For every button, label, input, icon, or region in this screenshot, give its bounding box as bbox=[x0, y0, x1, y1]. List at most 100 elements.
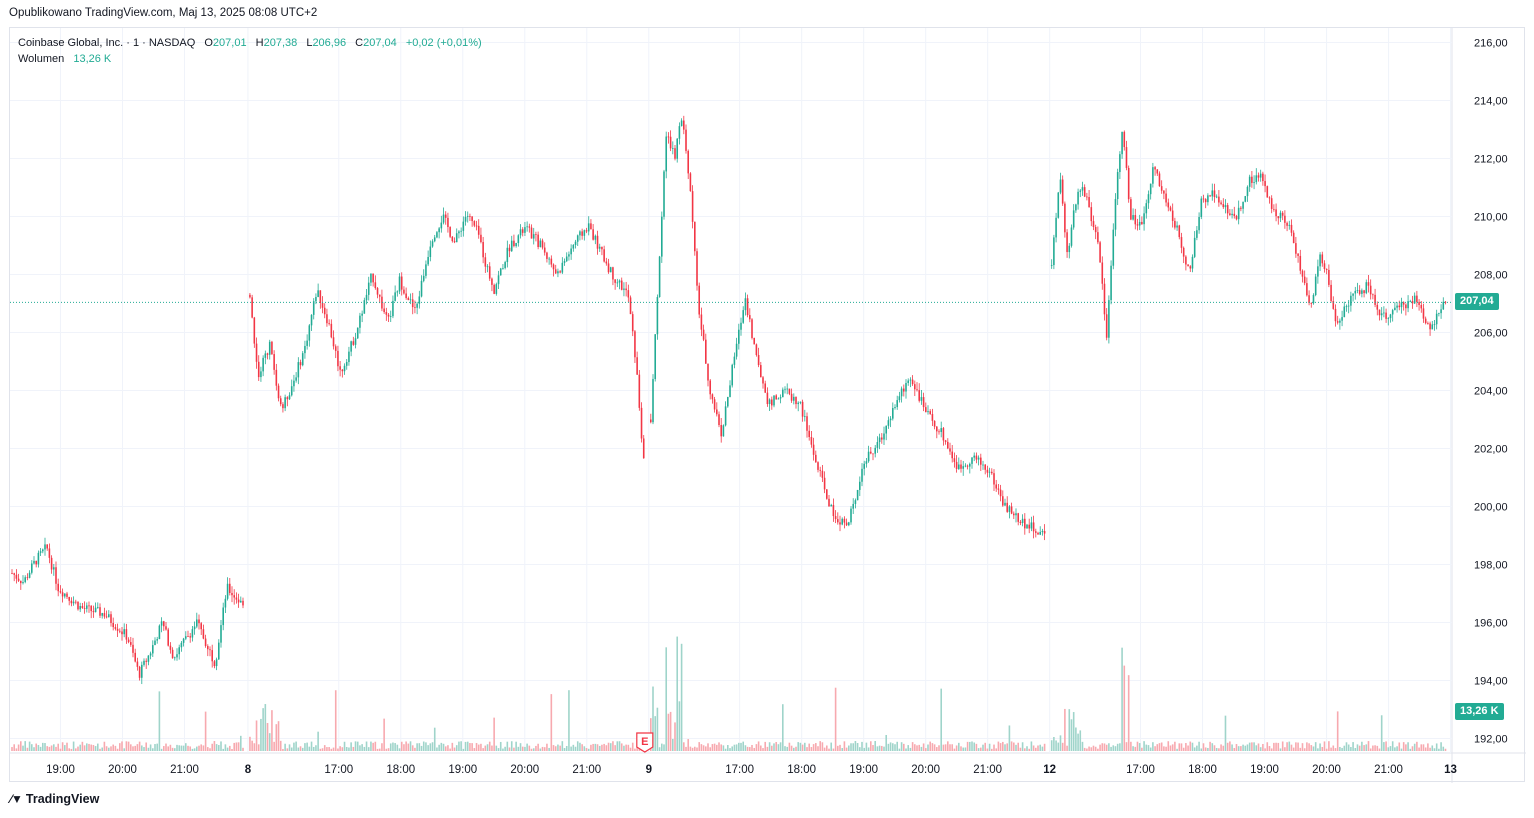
candle-body bbox=[17, 578, 20, 581]
volume-bar bbox=[1424, 747, 1427, 751]
candle-body bbox=[565, 256, 568, 262]
volume-bar bbox=[288, 744, 291, 751]
candle-body bbox=[266, 353, 269, 355]
x-tick-label: 18:00 bbox=[386, 764, 415, 776]
candle-body bbox=[1413, 295, 1416, 304]
volume-bar bbox=[180, 745, 183, 751]
volume-bar bbox=[176, 744, 178, 751]
volume-bar bbox=[874, 741, 877, 751]
volume-bar bbox=[797, 742, 800, 751]
volume-bar bbox=[348, 747, 350, 751]
candle-body bbox=[1352, 293, 1354, 296]
candle-body bbox=[136, 661, 139, 667]
candle-body bbox=[116, 628, 119, 631]
volume-bar bbox=[583, 746, 586, 751]
candle-body bbox=[44, 544, 46, 550]
candle-body bbox=[273, 354, 275, 370]
volume-bar bbox=[788, 742, 791, 751]
volume-bar bbox=[44, 743, 46, 751]
candle-body bbox=[532, 234, 535, 239]
volume-bar bbox=[136, 744, 139, 751]
volume-bar bbox=[13, 744, 15, 751]
candle-body bbox=[405, 293, 407, 299]
volume-bar bbox=[506, 741, 509, 751]
candle-body bbox=[903, 388, 905, 392]
volume-bar bbox=[845, 747, 848, 751]
volume-bar bbox=[282, 748, 284, 751]
candle-body bbox=[1112, 229, 1115, 266]
candle-body bbox=[429, 246, 432, 257]
candle-body bbox=[422, 275, 425, 281]
candle-body bbox=[528, 226, 531, 228]
volume-bar bbox=[727, 745, 729, 751]
volume-bar bbox=[363, 746, 366, 751]
volume-bar bbox=[425, 742, 427, 751]
volume-bar bbox=[20, 741, 22, 751]
volume-bar bbox=[852, 743, 855, 751]
candle-body bbox=[810, 437, 813, 445]
candle-body bbox=[1165, 193, 1167, 203]
candle-body bbox=[513, 240, 515, 247]
chart-frame[interactable]: 216,00 214,00 212,00 210,00 208,00 206,00 204,… bbox=[9, 27, 1526, 783]
candle-body bbox=[42, 549, 44, 552]
volume-bar bbox=[900, 742, 903, 751]
volume-bar bbox=[1398, 742, 1401, 751]
volume-bar bbox=[986, 748, 989, 751]
candle-body bbox=[975, 455, 978, 460]
earnings-event-marker[interactable]: E bbox=[636, 732, 654, 753]
volume-bar bbox=[458, 741, 460, 751]
volume-bar bbox=[865, 742, 868, 751]
candle-body bbox=[1330, 284, 1332, 301]
volume-bar bbox=[1064, 708, 1066, 751]
candle-body bbox=[1367, 282, 1370, 286]
candle-body bbox=[182, 638, 185, 643]
candle-body bbox=[832, 504, 835, 517]
volume-bar bbox=[559, 745, 561, 751]
volume-bar bbox=[1442, 746, 1445, 751]
candle-body bbox=[22, 582, 24, 584]
candle-body bbox=[889, 418, 892, 421]
volume-bar bbox=[240, 735, 242, 751]
volume-bar bbox=[1090, 747, 1093, 751]
candle-body bbox=[328, 323, 330, 325]
legend-instrument[interactable]: Coinbase Global, Inc. · 1 · NASDAQ bbox=[18, 37, 196, 49]
volume-bar bbox=[1385, 741, 1387, 751]
volume-bar bbox=[1321, 746, 1324, 751]
volume-bar bbox=[1041, 746, 1044, 751]
volume-bar bbox=[1440, 742, 1442, 751]
x-tick-label: 21:00 bbox=[1374, 764, 1403, 776]
candle-body bbox=[345, 362, 348, 366]
candle-body bbox=[707, 363, 709, 381]
tradingview-brand[interactable]: ⁄▼ TradingView bbox=[10, 792, 99, 806]
volume-bar bbox=[279, 740, 282, 751]
volume-bar bbox=[1147, 745, 1150, 751]
candle-body bbox=[713, 399, 716, 410]
candle-body bbox=[953, 458, 956, 462]
candle-body bbox=[760, 365, 762, 378]
volume-bar bbox=[1365, 744, 1368, 751]
candle-body bbox=[543, 247, 546, 253]
candle-body bbox=[1050, 265, 1053, 266]
volume-bar bbox=[1134, 746, 1137, 751]
candle-body bbox=[337, 350, 339, 367]
volume-bar bbox=[55, 746, 57, 751]
volume-bar bbox=[1288, 741, 1291, 751]
candle-body bbox=[72, 601, 75, 604]
volume-bar bbox=[631, 742, 634, 751]
volume-bar bbox=[1015, 744, 1017, 751]
legend-volume-label[interactable]: Wolumen bbox=[18, 53, 65, 65]
candlestick-chart[interactable]: 216,00 214,00 212,00 210,00 208,00 206,00 204,… bbox=[10, 28, 1526, 783]
volume-bar bbox=[812, 744, 815, 751]
candle-body bbox=[1266, 186, 1269, 198]
volume-bar bbox=[735, 744, 738, 751]
candle-body bbox=[1396, 305, 1398, 308]
y-tick-label: 212,00 bbox=[1474, 154, 1508, 166]
candle-body bbox=[1270, 198, 1273, 209]
volume-bar bbox=[757, 741, 760, 751]
candle-body bbox=[1075, 204, 1077, 211]
candle-body bbox=[689, 173, 692, 192]
candle-body bbox=[271, 341, 273, 355]
candle-body bbox=[352, 341, 355, 345]
candle-body bbox=[539, 240, 542, 248]
volume-bar bbox=[1264, 748, 1266, 751]
